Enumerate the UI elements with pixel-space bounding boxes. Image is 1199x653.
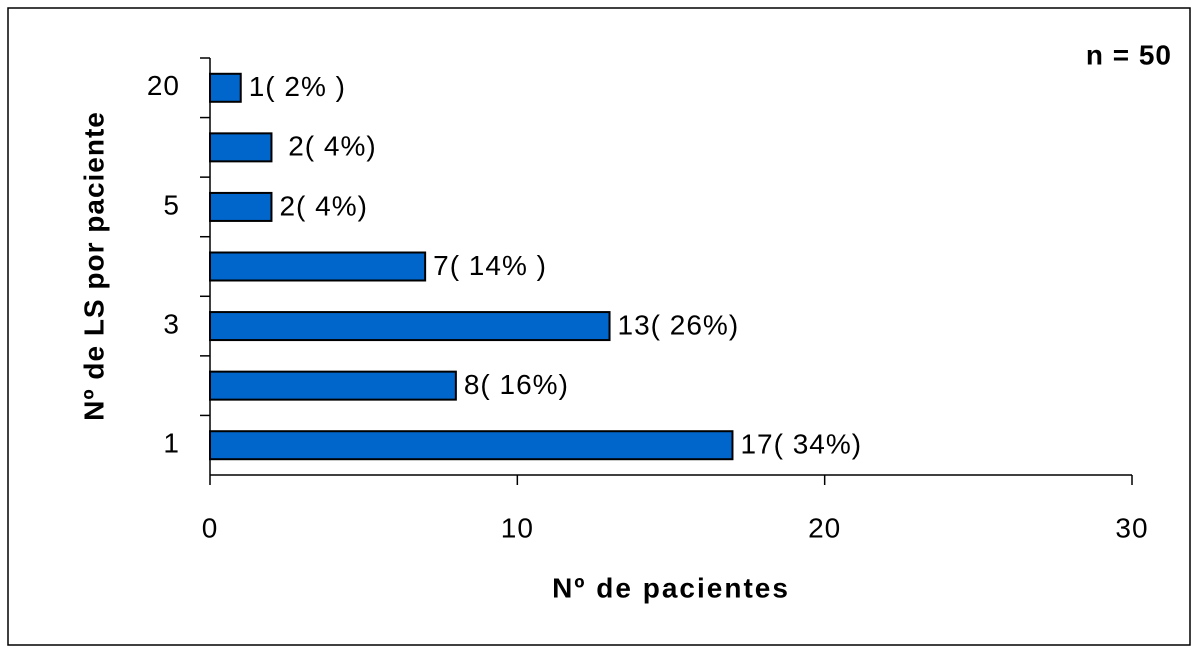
bar xyxy=(209,132,273,163)
value-label: 2( 4%) xyxy=(279,190,367,221)
bar xyxy=(209,251,427,282)
y-tick-label: 20 xyxy=(147,70,180,101)
x-tick-label: 0 xyxy=(202,512,219,543)
x-tick-label: 20 xyxy=(808,512,841,543)
y-tick-label: 5 xyxy=(163,189,180,220)
value-label: 17( 34%) xyxy=(740,429,862,460)
value-label: 7( 14% ) xyxy=(433,250,547,281)
bar xyxy=(209,72,242,103)
bar xyxy=(209,430,734,461)
value-label: 8( 16%) xyxy=(464,369,569,400)
y-tick-label: 1 xyxy=(163,428,180,459)
value-label: 2( 4%) xyxy=(279,131,376,162)
bar xyxy=(209,370,457,401)
y-axis-label: Nº de LS por paciente xyxy=(78,111,109,421)
value-label: 1( 2% ) xyxy=(249,71,346,102)
value-label: 13( 26%) xyxy=(618,309,740,340)
bar xyxy=(209,311,611,342)
bar xyxy=(209,191,273,222)
x-tick-label: 30 xyxy=(1115,512,1148,543)
annotation: n = 50 xyxy=(1086,39,1172,70)
x-axis-label: Nº de pacientes xyxy=(552,572,790,603)
x-tick-label: 10 xyxy=(501,512,534,543)
y-tick-label: 3 xyxy=(163,308,180,339)
